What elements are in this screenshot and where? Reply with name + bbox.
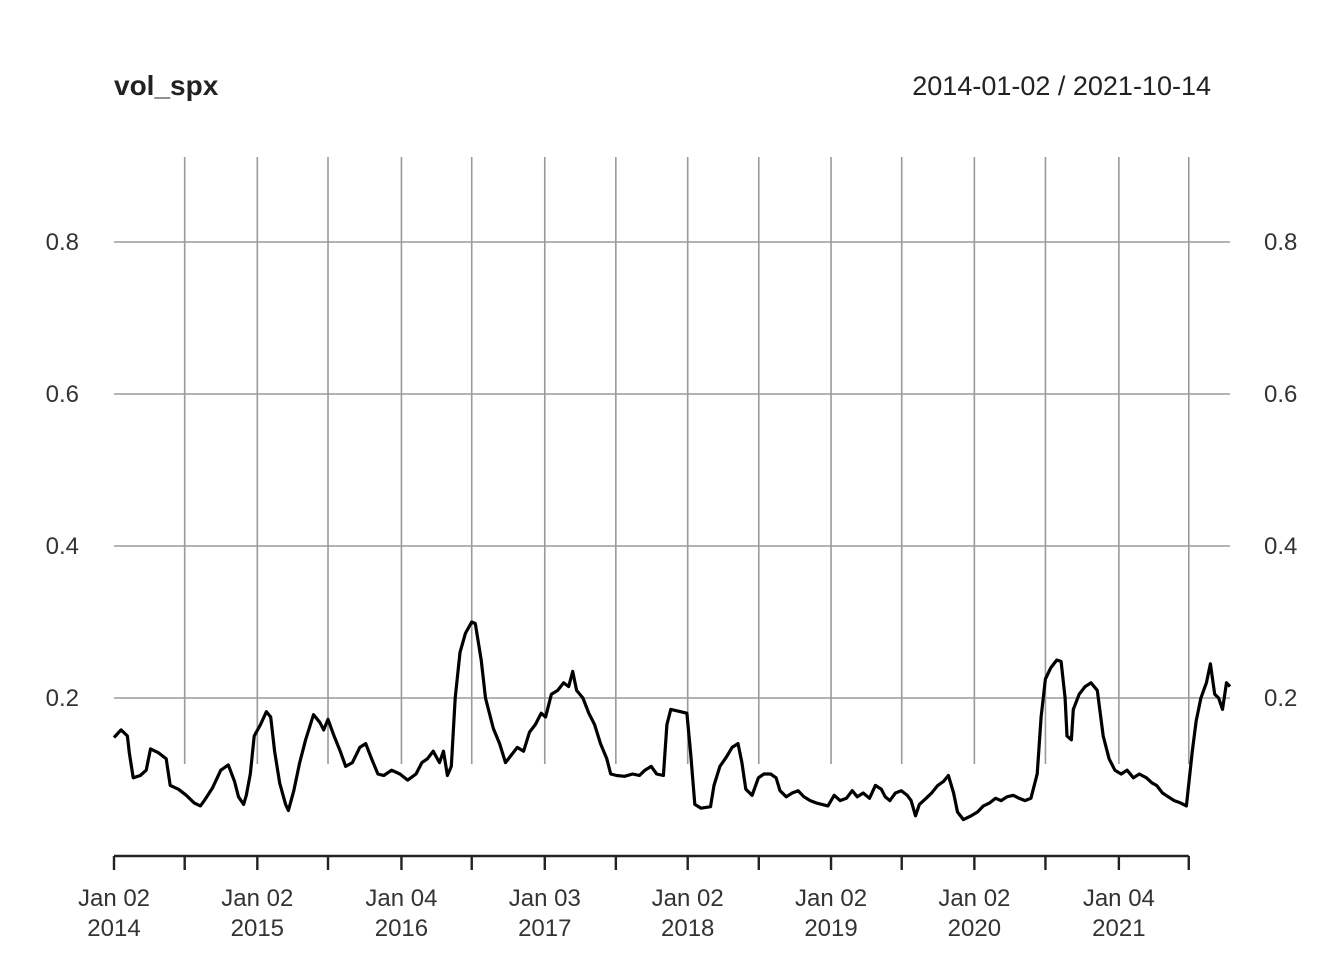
date-range-label: 2014-01-02 / 2021-10-14 [912,71,1211,101]
y-tick-labels: 0.2 0.2 0.4 0.4 0.6 0.6 0.8 0.8 [46,229,1298,712]
chart-title: vol_spx [114,70,219,101]
series-line-0 [112,620,1232,822]
y-tick-label-left: 0.6 [46,381,79,408]
x-tick-label-month: Jan 02 [938,885,1010,912]
x-tick-label-year: 2019 [804,915,857,942]
y-tick-label-right: 0.2 [1264,685,1297,712]
y-tick-label-right: 0.8 [1264,229,1297,256]
x-tick-label-month: Jan 04 [1083,885,1155,912]
x-tick-label-year: 2014 [87,915,140,942]
x-tick-label-month: Jan 02 [221,885,293,912]
x-tick-label-year: 2018 [661,915,714,942]
x-tick-label-month: Jan 02 [795,885,867,912]
x-tick-label-month: Jan 02 [78,885,150,912]
x-tick-label-year: 2017 [518,915,571,942]
y-tick-label-right: 0.4 [1264,533,1297,560]
x-tick-label-month: Jan 04 [365,885,437,912]
x-tick-label-month: Jan 02 [652,885,724,912]
y-tick-label-right: 0.6 [1264,381,1297,408]
y-tick-label-left: 0.8 [46,229,79,256]
series-layer [112,620,1232,822]
x-tick-label-year: 2015 [231,915,284,942]
y-tick-label-left: 0.4 [46,533,79,560]
x-tick-label-year: 2020 [948,915,1001,942]
x-tick-label-year: 2016 [375,915,428,942]
x-axis: Jan 02 2014 Jan 02 2015 Jan 04 2016 Jan 03 2017… [78,854,1190,942]
x-tick-label-year: 2021 [1092,915,1145,942]
x-tick-label-month: Jan 03 [509,885,581,912]
y-tick-label-left: 0.2 [46,685,79,712]
grid-layer [114,157,1230,764]
